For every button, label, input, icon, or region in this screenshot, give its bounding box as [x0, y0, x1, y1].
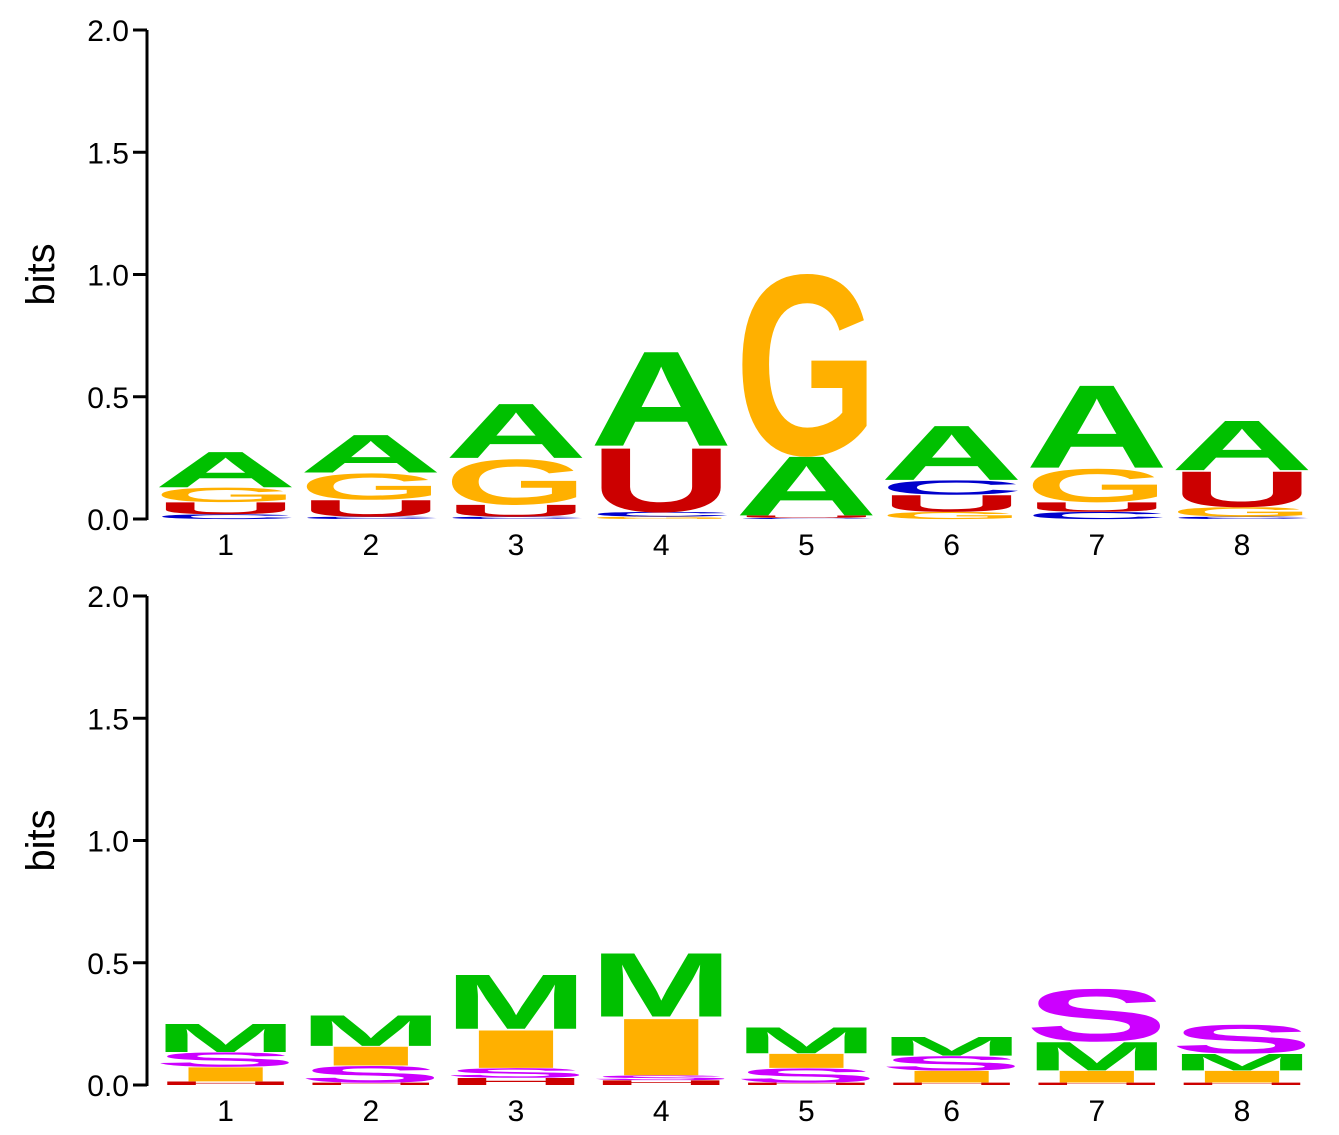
y-tick-label: 0.0: [87, 1070, 129, 1103]
position-label: 7: [1088, 529, 1105, 562]
logo-letter-a: A: [299, 423, 442, 484]
logo-letter-i: I: [299, 1041, 442, 1071]
position-label: 1: [217, 1095, 234, 1128]
logo-letter-c: C: [444, 516, 587, 520]
y-tick-label: 2.0: [87, 581, 129, 614]
logo-letter-c: C: [590, 510, 733, 518]
logo-letter-h: H: [299, 1082, 442, 1086]
logo-letter-s: S: [1025, 974, 1168, 1058]
logo-letter-m: M: [1025, 1034, 1168, 1079]
y-axis-title: bits: [19, 243, 63, 305]
y-axis-title: bits: [19, 809, 63, 871]
logo-letter-c: C: [880, 476, 1023, 499]
logo-letter-g: G: [735, 220, 878, 509]
logo-letter-u: U: [444, 501, 587, 520]
logo-letter-m: M: [1170, 1049, 1313, 1076]
y-tick-label: 1.5: [87, 137, 129, 170]
position-label: 3: [508, 529, 525, 562]
logo-letter-i: I: [735, 1049, 878, 1072]
position-label: 3: [508, 1095, 525, 1128]
logo-letter-h: H: [880, 1082, 1023, 1086]
y-tick-label: 1.0: [87, 826, 129, 859]
logo-letter-g: G: [590, 516, 733, 520]
logo-letter-m: M: [735, 1020, 878, 1062]
logo-letter-g: G: [1170, 504, 1313, 519]
logo-letter-s: S: [1170, 1016, 1313, 1062]
position-label: 7: [1088, 1095, 1105, 1128]
logo-letter-a: A: [1170, 405, 1313, 485]
logo-letter-s: S: [590, 1074, 733, 1082]
logo-letter-i: I: [1170, 1067, 1313, 1086]
logo-letter-h: H: [735, 1082, 878, 1086]
position-label: 2: [362, 1095, 379, 1128]
logo-letter-g: G: [154, 483, 297, 506]
logo-letter-s: S: [735, 1064, 878, 1087]
logo-letter-m: M: [590, 934, 733, 1037]
logo-letter-c: C: [1025, 510, 1168, 521]
logo-letter-c: C: [299, 516, 442, 520]
logo-letter-s: S: [444, 1065, 587, 1080]
logo-letter-a: A: [590, 323, 733, 475]
logo-letter-g: G: [299, 466, 442, 508]
logo-letter-u: U: [1025, 499, 1168, 514]
position-label: 5: [798, 1095, 815, 1128]
logo-letter-u: U: [880, 490, 1023, 517]
logo-letter-a: A: [154, 441, 297, 498]
position-label: 4: [653, 529, 670, 562]
logo-letter-g: G: [880, 510, 1023, 521]
logo-letter-m: M: [444, 959, 587, 1046]
position-label: 1: [217, 529, 234, 562]
logo-letter-h: H: [154, 1080, 297, 1086]
logo-letter-s: S: [299, 1061, 442, 1087]
position-label: 6: [943, 529, 960, 562]
position-label: 8: [1234, 529, 1251, 562]
logo-letter-h: H: [444, 1076, 587, 1087]
logo-letter-i: I: [590, 1002, 733, 1093]
logo-letter-u: U: [735, 515, 878, 519]
logo-letter-i: I: [880, 1067, 1023, 1086]
logo-letter-s: S: [880, 1052, 1023, 1075]
logo-letter-c: C: [154, 513, 297, 521]
position-label: 6: [943, 1095, 960, 1128]
logo-letter-h: H: [590, 1079, 733, 1087]
y-tick-label: 2.0: [87, 15, 129, 48]
position-label: 2: [362, 529, 379, 562]
logo-letter-u: U: [299, 495, 442, 522]
logo-letter-g: G: [1025, 459, 1168, 512]
position-label: 4: [653, 1095, 670, 1128]
logo-letter-i: I: [444, 1019, 587, 1080]
logo-letter-g: G: [444, 446, 587, 518]
position-label: 5: [798, 529, 815, 562]
logo-letter-u: U: [154, 499, 297, 518]
logo-letter-c: C: [1170, 516, 1313, 520]
logo-letter-m: M: [880, 1031, 1023, 1061]
y-tick-label: 0.5: [87, 382, 129, 415]
logo-letter-h: H: [1170, 1082, 1313, 1086]
logo-letter-s: S: [154, 1048, 297, 1071]
position-label: 8: [1234, 1095, 1251, 1128]
y-tick-label: 0.0: [87, 504, 129, 537]
logo-letter-i: I: [1025, 1067, 1168, 1086]
logo-letter-i: I: [154, 1063, 297, 1086]
logo-letter-a: A: [444, 387, 587, 474]
logo-letter-m: M: [299, 1006, 442, 1056]
y-tick-label: 1.5: [87, 703, 129, 736]
logo-letter-c: C: [735, 517, 878, 519]
logo-letter-a: A: [1025, 360, 1168, 493]
logo-letter-u: U: [1170, 461, 1313, 518]
logo-letter-a: A: [735, 439, 878, 534]
logo-letter-m: M: [154, 1015, 297, 1060]
logo-letter-h: H: [1025, 1082, 1168, 1086]
logo-letter-a: A: [880, 409, 1023, 496]
y-tick-label: 0.5: [87, 948, 129, 981]
y-tick-label: 1.0: [87, 260, 129, 293]
logo-letter-u: U: [590, 429, 733, 532]
